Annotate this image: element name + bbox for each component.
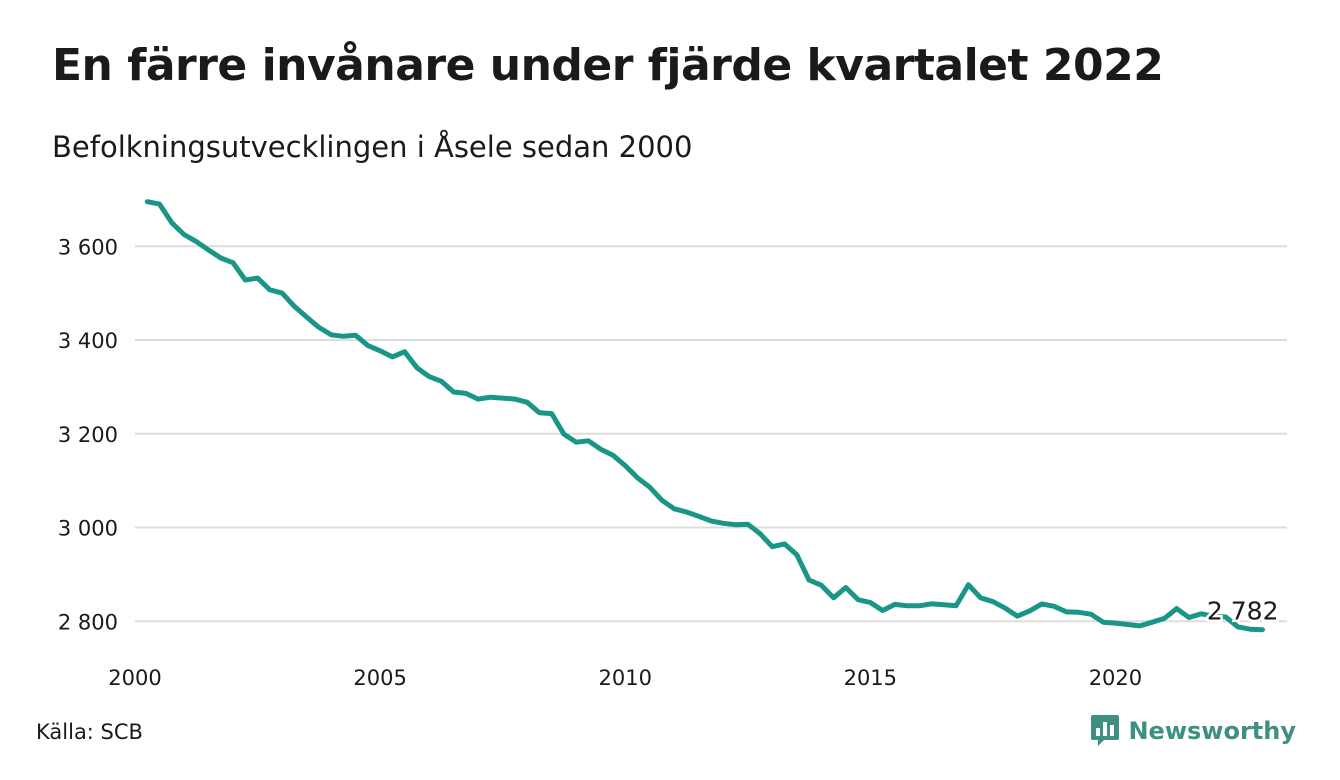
y-tick-label: 3 600 — [58, 235, 118, 259]
y-axis-ticks: 2 800 3 000 3 200 3 400 3 600 — [58, 235, 118, 634]
bar-chart-speech-bubble-icon — [1091, 715, 1120, 746]
end-value-label: 2 782 — [1207, 597, 1279, 626]
brand-logo[interactable]: Newsworthy — [1090, 714, 1296, 748]
chart-subtitle: Befolkningsutvecklingen i Åsele sedan 20… — [52, 130, 693, 164]
series-layer — [144, 199, 1265, 633]
brand-name: Newsworthy — [1128, 717, 1296, 745]
x-tick-label: 2005 — [353, 666, 406, 690]
x-tick-label: 2020 — [1089, 666, 1142, 690]
x-tick-label: 2000 — [108, 666, 161, 690]
gridlines — [135, 245, 1287, 623]
series-line — [144, 199, 1265, 633]
y-tick-label: 3 200 — [58, 423, 118, 447]
x-tick-label: 2010 — [598, 666, 651, 690]
label-layer: 2 782 — [1204, 594, 1281, 628]
y-tick-label: 3 000 — [58, 517, 118, 541]
chart-title: En färre invånare under fjärde kvartalet… — [52, 40, 1164, 91]
y-tick-label: 2 800 — [58, 610, 118, 634]
x-axis-ticks: 2000 2005 2010 2015 2020 — [108, 666, 1142, 690]
y-tick-label: 3 400 — [58, 329, 118, 353]
source-note: Källa: SCB — [36, 720, 143, 744]
x-tick-label: 2015 — [844, 666, 897, 690]
